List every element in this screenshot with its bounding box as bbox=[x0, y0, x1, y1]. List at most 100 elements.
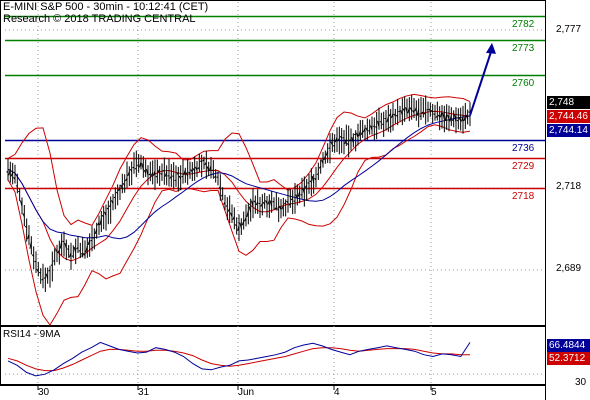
price-bar-tick bbox=[358, 130, 361, 137]
price-bar-tick bbox=[444, 114, 448, 121]
price-bar-tick bbox=[288, 203, 291, 206]
price-bar-tick bbox=[337, 138, 340, 142]
price-bar-tick bbox=[31, 254, 35, 257]
price-bar-tick bbox=[118, 186, 121, 192]
price-bar-tick bbox=[139, 161, 142, 168]
price-bar-tick bbox=[190, 169, 193, 173]
price-bar-tick bbox=[155, 175, 158, 178]
price-bar-tick bbox=[269, 200, 273, 207]
price-bar-tick bbox=[22, 213, 25, 217]
price-bar-tick bbox=[442, 112, 445, 120]
price-bar-tick bbox=[227, 208, 231, 212]
date-label-4: 4 bbox=[334, 387, 340, 398]
price-bar-tick bbox=[398, 110, 401, 113]
level-label-2729: 2729 bbox=[512, 160, 535, 172]
rsi-title: RSI14 - 9MA bbox=[3, 329, 61, 340]
price-bar-tick bbox=[349, 138, 352, 142]
level-label-2736: 2736 bbox=[512, 142, 535, 154]
price-bar-tick bbox=[136, 164, 139, 166]
price-bar-tick bbox=[213, 175, 217, 178]
price-bar-tick bbox=[162, 169, 165, 172]
price-bar-tick bbox=[169, 176, 172, 179]
price-bar-tick bbox=[59, 241, 63, 249]
price-bar-tick bbox=[295, 194, 298, 199]
price-bar-tick bbox=[141, 163, 144, 170]
price-bar-tick bbox=[188, 171, 191, 174]
price-bar-tick bbox=[246, 210, 249, 218]
price-bar-tick bbox=[50, 264, 53, 267]
price-bar-tick bbox=[314, 177, 317, 181]
price-bar-tick bbox=[395, 114, 398, 117]
forecast-arrow bbox=[469, 42, 496, 116]
price-bar-tick bbox=[148, 173, 151, 176]
price-bar-tick bbox=[8, 168, 11, 176]
bollinger-bands bbox=[7, 93, 471, 326]
price-bar-tick bbox=[244, 217, 247, 222]
price-panel-frame bbox=[0, 0, 546, 326]
price-bar-tick bbox=[309, 180, 312, 183]
price-bar-tick bbox=[251, 200, 254, 207]
price-bar-tick bbox=[48, 269, 51, 272]
price-bar-tick bbox=[13, 176, 16, 180]
price-bar-tick bbox=[440, 111, 443, 118]
price-bar-tick bbox=[27, 234, 30, 240]
price-bar-tick bbox=[272, 200, 275, 203]
price-bar-tick bbox=[101, 214, 105, 218]
price-bar-tick bbox=[20, 200, 23, 207]
last-price-tag: 2,748 bbox=[547, 96, 590, 109]
price-bar-tick bbox=[94, 229, 98, 235]
price-bar-tick bbox=[430, 110, 433, 112]
chart-title: E-MINI S&P 500 - 30min - 10:12:41 (CET) bbox=[3, 1, 209, 13]
price-bar-tick bbox=[69, 252, 72, 258]
price-bar-tick bbox=[97, 222, 100, 226]
rsi-tick-30: 30 bbox=[575, 377, 587, 388]
price-bar-tick bbox=[416, 109, 420, 116]
support-resistance-levels bbox=[5, 15, 545, 190]
price-bar-tick bbox=[87, 239, 91, 245]
price-bar-tick bbox=[153, 170, 156, 176]
price-bar-tick bbox=[132, 166, 135, 169]
price-bar-tick bbox=[412, 110, 415, 113]
price-bar-tick bbox=[90, 239, 93, 242]
chart-source: Research © 2018 TRADING CENTRAL bbox=[3, 13, 196, 25]
price-bar-tick bbox=[414, 107, 417, 112]
price-bar-tick bbox=[223, 201, 226, 205]
price-bar-tick bbox=[379, 120, 382, 123]
price-bar-tick bbox=[328, 147, 331, 149]
price-bar-tick bbox=[311, 175, 315, 184]
price-bar-tick bbox=[391, 113, 394, 119]
price-bar-tick bbox=[456, 119, 459, 122]
price-bar-tick bbox=[115, 191, 118, 194]
level-label-2782: 2782 bbox=[512, 18, 535, 30]
level-label-2760: 2760 bbox=[512, 77, 535, 89]
price-bar-tick bbox=[297, 191, 301, 197]
price-bar-tick bbox=[197, 166, 200, 170]
price-bar-tick bbox=[99, 218, 102, 226]
price-tick-2777: 2,777 bbox=[556, 24, 582, 35]
price-bar-tick bbox=[316, 173, 319, 176]
date-label-30: 30 bbox=[38, 387, 50, 398]
price-bar-tick bbox=[120, 184, 123, 190]
price-bar-tick bbox=[10, 172, 14, 177]
price-bar-tick bbox=[34, 260, 37, 263]
price-bar-tick bbox=[150, 172, 154, 177]
price-bar-tick bbox=[195, 166, 198, 171]
price-panel bbox=[0, 0, 546, 400]
price-bar-tick bbox=[164, 171, 168, 177]
forecast-line bbox=[469, 48, 493, 116]
price-bar-tick bbox=[344, 139, 347, 144]
price-bar-tick bbox=[183, 169, 186, 176]
rsi-ma-line bbox=[7, 347, 470, 372]
price-bar-tick bbox=[468, 111, 471, 113]
price-bar-tick bbox=[143, 169, 147, 174]
price-bar-tick bbox=[160, 172, 163, 175]
price-bar-tick bbox=[458, 117, 462, 121]
date-label-31: 31 bbox=[138, 387, 150, 398]
price-bar-tick bbox=[433, 113, 436, 116]
price-bar-tick bbox=[178, 175, 182, 180]
price-bar-tick bbox=[363, 128, 366, 133]
price-bar-tick bbox=[449, 114, 452, 122]
price-bar-tick bbox=[220, 194, 224, 197]
price-bar-tick bbox=[323, 155, 326, 161]
